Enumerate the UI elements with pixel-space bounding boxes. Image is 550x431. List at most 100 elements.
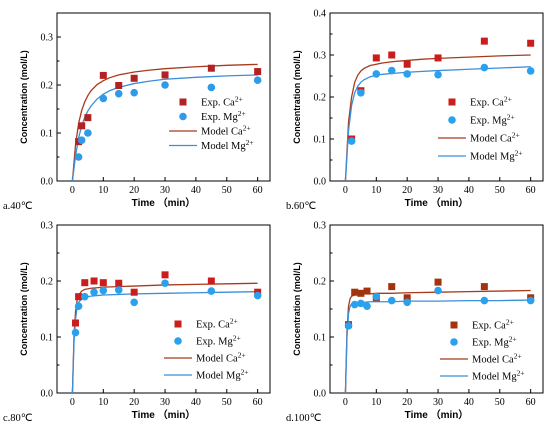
data-point-mg <box>130 88 138 97</box>
panel-label: b.60℃ <box>286 201 316 212</box>
x-tick-label: 0 <box>343 397 348 408</box>
data-point-mg <box>372 292 381 301</box>
x-tick-label: 10 <box>371 185 381 196</box>
x-tick-label: 0 <box>70 397 75 408</box>
data-point-ca <box>434 54 442 62</box>
data-point-mg <box>480 63 489 72</box>
data-point-mg <box>434 286 442 295</box>
data-point-ca <box>403 60 411 68</box>
data-point-mg <box>84 129 92 137</box>
data-point-ca <box>207 64 215 72</box>
data-point-ca <box>357 289 365 297</box>
x-tick-label: 10 <box>98 397 108 408</box>
legend-entry-text: Exp. Ca2+ <box>472 318 514 332</box>
plot-frame <box>56 12 271 182</box>
plot-frame <box>56 224 271 394</box>
data-point-ca <box>90 277 98 285</box>
plot-data <box>344 278 535 393</box>
y-tick-label: 0.3 <box>314 51 327 62</box>
x-axis-label: Time （min） <box>405 408 469 421</box>
x-tick-label: 10 <box>371 397 381 408</box>
plot-data <box>344 37 535 181</box>
legend-entry-text: Model Ca2+ <box>470 131 520 145</box>
data-point-mg <box>114 89 123 98</box>
data-point-ca <box>351 288 359 296</box>
data-point-mg <box>74 302 83 311</box>
data-point-mg <box>114 286 123 294</box>
y-tick-label: 0.0 <box>314 389 327 400</box>
panel-label: a.40℃ <box>3 201 33 212</box>
data-point-ca <box>99 71 107 79</box>
data-point-mg <box>357 89 365 97</box>
legend: Exp. Ca2+ Exp. Mg2+ Model Ca2+ Model Mg2+ <box>164 317 249 382</box>
y-axis-label: Concentration (mol/L) <box>292 50 302 144</box>
x-tick-label: 0 <box>70 185 75 196</box>
x-tick-label: 40 <box>191 397 201 408</box>
data-point-mg <box>161 81 169 89</box>
data-point-mg <box>253 76 262 84</box>
data-point-mg <box>161 279 169 288</box>
y-axis-label: Concentration (mol/L) <box>292 262 302 356</box>
y-tick-label: 0.3 <box>41 33 54 44</box>
legend: Exp. Ca2+Exp. Mg2+Model Ca2+Model Mg2+ <box>169 95 254 152</box>
data-point-mg <box>207 287 216 295</box>
x-tick-label: 60 <box>526 185 536 196</box>
data-point-mg <box>80 292 89 301</box>
legend-entry-text: Model Ca2+ <box>196 351 246 365</box>
data-point-mg <box>403 298 411 307</box>
data-point-mg <box>77 136 86 144</box>
x-tick-label: 40 <box>464 185 474 196</box>
x-axis-label: Time （min） <box>405 196 469 209</box>
y-axis-label: Concentration (mol/L) <box>19 50 29 144</box>
legend-entry-text: Exp. Mg2+ <box>196 334 241 348</box>
plot-frame <box>329 224 544 394</box>
y-tick-label: 0.3 <box>314 221 327 232</box>
legend-entry-text: Model Mg2+ <box>470 149 523 163</box>
y-axis-label: Concentration (mol/L) <box>19 262 29 356</box>
data-point-ca <box>372 54 380 62</box>
x-tick-label: 50 <box>495 397 505 408</box>
legend-entry-text: Model Ca2+ <box>201 124 251 138</box>
legend-entry-text: Exp. Ca2+ <box>196 317 238 331</box>
data-point-ca <box>388 283 396 291</box>
data-point-ca <box>161 71 169 79</box>
legend-entry-text: Exp. Ca2+ <box>470 95 512 109</box>
y-tick-label: 0.1 <box>314 135 327 146</box>
x-tick-label: 50 <box>495 185 505 196</box>
legend-entry-text: Exp. Ca2+ <box>201 95 243 109</box>
legend-marker-mg <box>448 116 456 124</box>
data-point-mg <box>480 296 489 305</box>
data-point-mg <box>434 70 442 79</box>
y-tick-label: 0.2 <box>41 81 54 92</box>
data-point-ca <box>72 319 80 327</box>
legend-entry-text: Model Ca2+ <box>472 352 522 366</box>
chart-panel-2: 0 10 20 30 40 50 60 0.0 0.1 0.2 0.3 0.4 Time （min） Co… <box>286 9 544 212</box>
data-point-mg <box>526 67 535 75</box>
x-tick-label: 20 <box>402 185 412 196</box>
data-point-mg <box>90 288 98 297</box>
chart-panel-1: 0 10 20 30 40 50 60 0.0 0.1 0.2 0.3 Time （min） Conce… <box>3 12 271 212</box>
x-tick-label: 50 <box>222 185 232 196</box>
data-point-ca <box>388 51 396 59</box>
y-tick-label: 0.2 <box>314 277 327 288</box>
plot-data <box>71 63 262 181</box>
y-tick-label: 0.1 <box>314 333 327 344</box>
x-tick-label: 20 <box>129 397 139 408</box>
series-line-model-ca <box>71 63 258 181</box>
legend-entry-text: Exp. Mg2+ <box>470 113 515 127</box>
legend-marker-mg <box>174 337 182 345</box>
series-line-model-ca <box>344 54 531 181</box>
series-line-model-mg <box>71 74 258 181</box>
legend-marker-mg <box>179 112 187 121</box>
data-point-mg <box>207 83 216 92</box>
data-point-mg <box>372 70 381 78</box>
x-tick-label: 60 <box>526 397 536 408</box>
x-tick-label: 20 <box>129 185 139 196</box>
data-point-ca <box>78 122 86 130</box>
x-tick-label: 50 <box>222 397 232 408</box>
legend-entry-text: Model Mg2+ <box>196 368 249 382</box>
data-point-mg <box>526 296 535 305</box>
data-point-ca <box>527 39 535 47</box>
data-point-ca <box>254 68 262 76</box>
